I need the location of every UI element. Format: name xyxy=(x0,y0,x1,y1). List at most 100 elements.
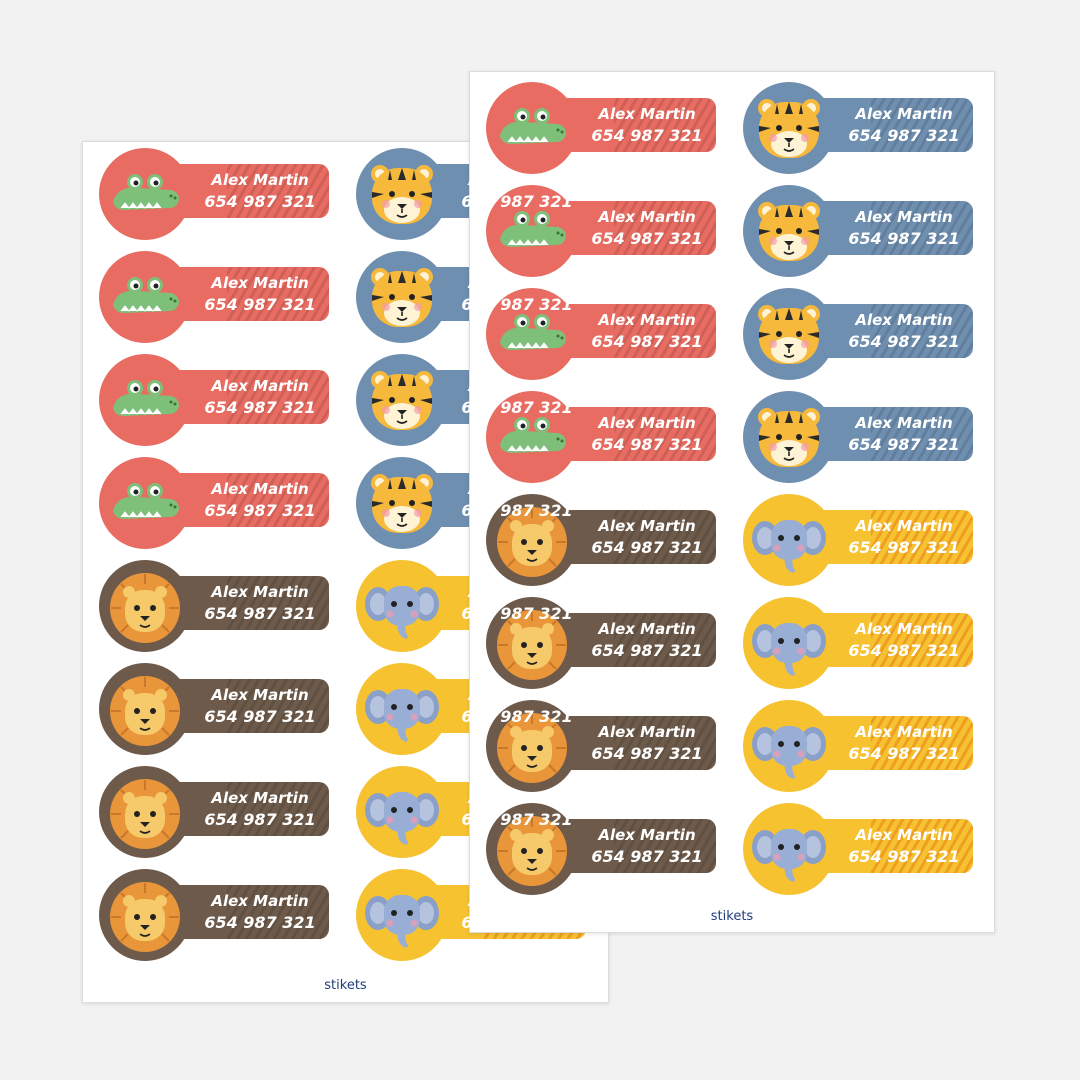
sticker-phone: 654 987 321 xyxy=(461,501,573,520)
sticker-phone: 654 987 321 xyxy=(848,641,960,660)
sticker-phone: 654 987 321 xyxy=(848,332,960,351)
sticker-name: Alex Martin xyxy=(598,517,696,535)
sticker-phone: 654 987 321 xyxy=(204,913,316,932)
sticker-phone: 654 987 321 xyxy=(461,398,573,417)
tiger-icon xyxy=(371,165,433,224)
sticker-phone: 654 987 321 xyxy=(591,744,703,763)
crocodile-icon xyxy=(113,483,179,519)
sticker-phone: 654 987 321 xyxy=(204,707,316,726)
name-sticker-crocodile: Alex Martin 654 987 321 xyxy=(99,146,331,242)
sticker-phone: 654 987 321 xyxy=(591,229,703,248)
sticker-disc xyxy=(99,251,191,343)
sticker-disc xyxy=(743,288,835,380)
sticker-name: Alex Martin xyxy=(855,105,953,123)
sticker-name: Alex Martin xyxy=(468,892,566,910)
tiger-icon xyxy=(758,202,820,261)
sticker-phone: 654 987 321 xyxy=(591,332,703,351)
sticker-name: Alex Martin xyxy=(211,171,309,189)
sticker-disc xyxy=(99,354,191,446)
sticker-disc xyxy=(486,185,578,277)
sticker-phone: 654 987 321 xyxy=(204,501,316,520)
sticker-disc xyxy=(356,457,448,549)
sticker-disc xyxy=(486,803,578,895)
sticker-phone: 654 987 321 xyxy=(848,744,960,763)
crocodile-icon xyxy=(113,380,179,416)
sticker-phone: 654 987 321 xyxy=(204,604,316,623)
sticker-name: Alex Martin xyxy=(598,311,696,329)
name-sticker-crocodile: Alex Martin 654 987 321 xyxy=(486,80,718,176)
name-sticker-elephant: Alex Martin 654 987 321 xyxy=(356,661,588,757)
sticker-sheet-front: Alex Martin 654 987 321 Alex Martin 654 … xyxy=(469,71,995,933)
lion-icon xyxy=(110,676,180,746)
sticker-name: Alex Martin xyxy=(211,789,309,807)
elephant-icon xyxy=(752,726,826,779)
sticker-phone: 654 987 321 xyxy=(461,604,573,623)
sticker-phone: 654 987 321 xyxy=(848,538,960,557)
sticker-disc xyxy=(356,560,448,652)
name-sticker-crocodile: Alex Martin 654 987 321 xyxy=(486,286,718,382)
lion-icon xyxy=(110,573,180,643)
sticker-name: Alex Martin xyxy=(855,311,953,329)
sticker-phone: 654 987 321 xyxy=(461,295,573,314)
lion-icon xyxy=(110,882,180,952)
crocodile-icon xyxy=(500,211,566,247)
name-sticker-crocodile: Alex Martin 654 987 321 xyxy=(99,249,331,345)
sticker-name: Alex Martin xyxy=(211,274,309,292)
sticker-name: Alex Martin xyxy=(468,789,566,807)
sticker-disc xyxy=(356,148,448,240)
name-sticker-tiger: Alex Martin 654 987 321 xyxy=(356,455,588,551)
sticker-disc xyxy=(99,560,191,652)
sticker-phone: 654 987 321 xyxy=(848,229,960,248)
sticker-phone: 654 987 321 xyxy=(204,192,316,211)
sticker-phone: 654 987 321 xyxy=(461,810,573,829)
crocodile-icon xyxy=(113,277,179,313)
sticker-name: Alex Martin xyxy=(468,686,566,704)
sticker-name: Alex Martin xyxy=(211,377,309,395)
name-sticker-elephant: Alex Martin 654 987 321 xyxy=(743,595,975,691)
sticker-disc xyxy=(743,494,835,586)
tiger-icon xyxy=(758,305,820,364)
sticker-disc xyxy=(486,494,578,586)
name-sticker-lion: Alex Martin 654 987 321 xyxy=(486,698,718,794)
sticker-name: Alex Martin xyxy=(468,480,566,498)
name-sticker-crocodile: Alex Martin 654 987 321 xyxy=(486,389,718,485)
sticker-sheet-back: Alex Martin 654 987 321 Alex Martin 654 … xyxy=(82,141,609,1003)
lion-icon xyxy=(110,779,180,849)
sticker-disc xyxy=(99,148,191,240)
sticker-name: Alex Martin xyxy=(598,620,696,638)
sticker-disc xyxy=(486,391,578,483)
sticker-name: Alex Martin xyxy=(598,414,696,432)
tiger-icon xyxy=(371,371,433,430)
sticker-disc xyxy=(743,82,835,174)
sticker-disc xyxy=(99,457,191,549)
sticker-disc xyxy=(356,354,448,446)
elephant-icon xyxy=(752,520,826,573)
sticker-phone: 654 987 321 xyxy=(204,398,316,417)
sticker-disc xyxy=(743,803,835,895)
sticker-disc xyxy=(356,663,448,755)
sticker-phone: 654 987 321 xyxy=(591,435,703,454)
sticker-phone: 654 987 321 xyxy=(848,435,960,454)
sticker-name: Alex Martin xyxy=(468,583,566,601)
sticker-name: Alex Martin xyxy=(598,826,696,844)
sticker-disc xyxy=(356,869,448,961)
sticker-phone: 654 987 321 xyxy=(204,295,316,314)
sticker-name: Alex Martin xyxy=(598,208,696,226)
crocodile-icon xyxy=(500,108,566,144)
name-sticker-elephant: Alex Martin 654 987 321 xyxy=(743,698,975,794)
sticker-name: Alex Martin xyxy=(598,105,696,123)
tiger-icon xyxy=(758,408,820,467)
name-sticker-tiger: Alex Martin 654 987 321 xyxy=(356,352,588,448)
sticker-name: Alex Martin xyxy=(855,517,953,535)
sticker-name: Alex Martin xyxy=(211,583,309,601)
name-sticker-lion: Alex Martin 654 987 321 xyxy=(486,595,718,691)
name-sticker-crocodile: Alex Martin 654 987 321 xyxy=(99,352,331,448)
elephant-icon xyxy=(365,689,439,742)
name-sticker-lion: Alex Martin 654 987 321 xyxy=(99,661,331,757)
sticker-disc xyxy=(486,597,578,689)
sticker-name: Alex Martin xyxy=(468,171,566,189)
sticker-disc xyxy=(743,391,835,483)
sticker-name: Alex Martin xyxy=(855,826,953,844)
name-sticker-elephant: Alex Martin 654 987 321 xyxy=(743,492,975,588)
brand-label-front: stikets xyxy=(710,909,754,924)
